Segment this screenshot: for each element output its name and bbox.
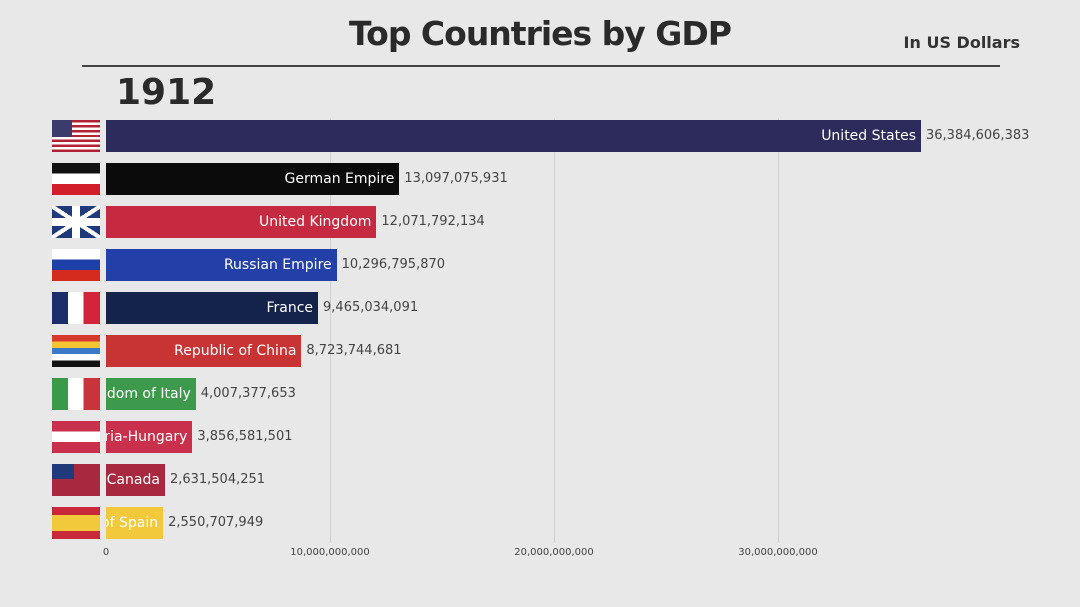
bar-label: Republic of China [174, 343, 297, 359]
bar-label: German Empire [284, 171, 395, 187]
chart-subtitle: In US Dollars [903, 33, 1020, 52]
russian-empire-flag-icon [52, 249, 100, 281]
year-label: 1912 [116, 72, 217, 113]
bar-label: Kingdom of Italy [106, 386, 191, 402]
bar-label: Austria-Hungary [106, 429, 188, 445]
gridline [554, 118, 555, 543]
us-canton [52, 120, 72, 137]
bar: Republic of China [106, 335, 302, 367]
bar-label: Kingdom of Spain [106, 515, 159, 531]
canada-canton [52, 464, 74, 479]
bar: Austria-Hungary [106, 421, 193, 453]
bar-label: United Kingdom [259, 214, 372, 230]
tick-label: 10,000,000,000 [290, 547, 370, 558]
uk-flag-icon [52, 206, 100, 238]
title-divider [82, 65, 1000, 67]
value-label: 4,007,377,653 [200, 386, 296, 401]
bar-label: France [266, 300, 314, 316]
chart-title: Top Countries by GDP [349, 14, 732, 53]
bar: Canada [106, 464, 165, 496]
bar: France [106, 292, 319, 324]
spain-flag-icon [52, 507, 100, 539]
bar-label: Russian Empire [223, 257, 332, 273]
value-label: 8,723,744,681 [306, 343, 402, 358]
tick-label: 30,000,000,000 [738, 547, 818, 558]
value-label: 2,631,504,251 [169, 472, 266, 487]
tick-label: 0 [102, 547, 110, 558]
us-flag-icon [52, 120, 100, 152]
gridline [330, 118, 331, 543]
italy-flag-icon [52, 378, 100, 410]
value-label: 3,856,581,501 [197, 429, 293, 444]
gridline [778, 118, 779, 543]
bar: Kingdom of Spain [106, 507, 164, 539]
value-label: 10,296,795,870 [341, 257, 446, 272]
bar-label: Canada [106, 472, 160, 488]
bar-label: United States [821, 128, 916, 144]
value-label: 12,071,792,134 [381, 214, 485, 229]
bar: German Empire [106, 163, 400, 195]
republic-of-china-flag-icon [52, 335, 100, 367]
value-label: 36,384,606,383 [926, 128, 1030, 143]
france-flag-icon [52, 292, 100, 324]
canada-flag-icon [52, 464, 100, 496]
value-label: 13,097,075,931 [404, 171, 508, 186]
austria-hungary-flag-icon [52, 421, 100, 453]
bar: Kingdom of Italy [106, 378, 196, 410]
bar: United Kingdom [106, 206, 377, 238]
bar: Russian Empire [106, 249, 337, 281]
bar: United States [106, 120, 921, 152]
value-label: 2,550,707,949 [168, 515, 264, 530]
tick-label: 20,000,000,000 [514, 547, 594, 558]
german-empire-flag-icon [52, 163, 100, 195]
value-label: 9,465,034,091 [323, 300, 419, 315]
